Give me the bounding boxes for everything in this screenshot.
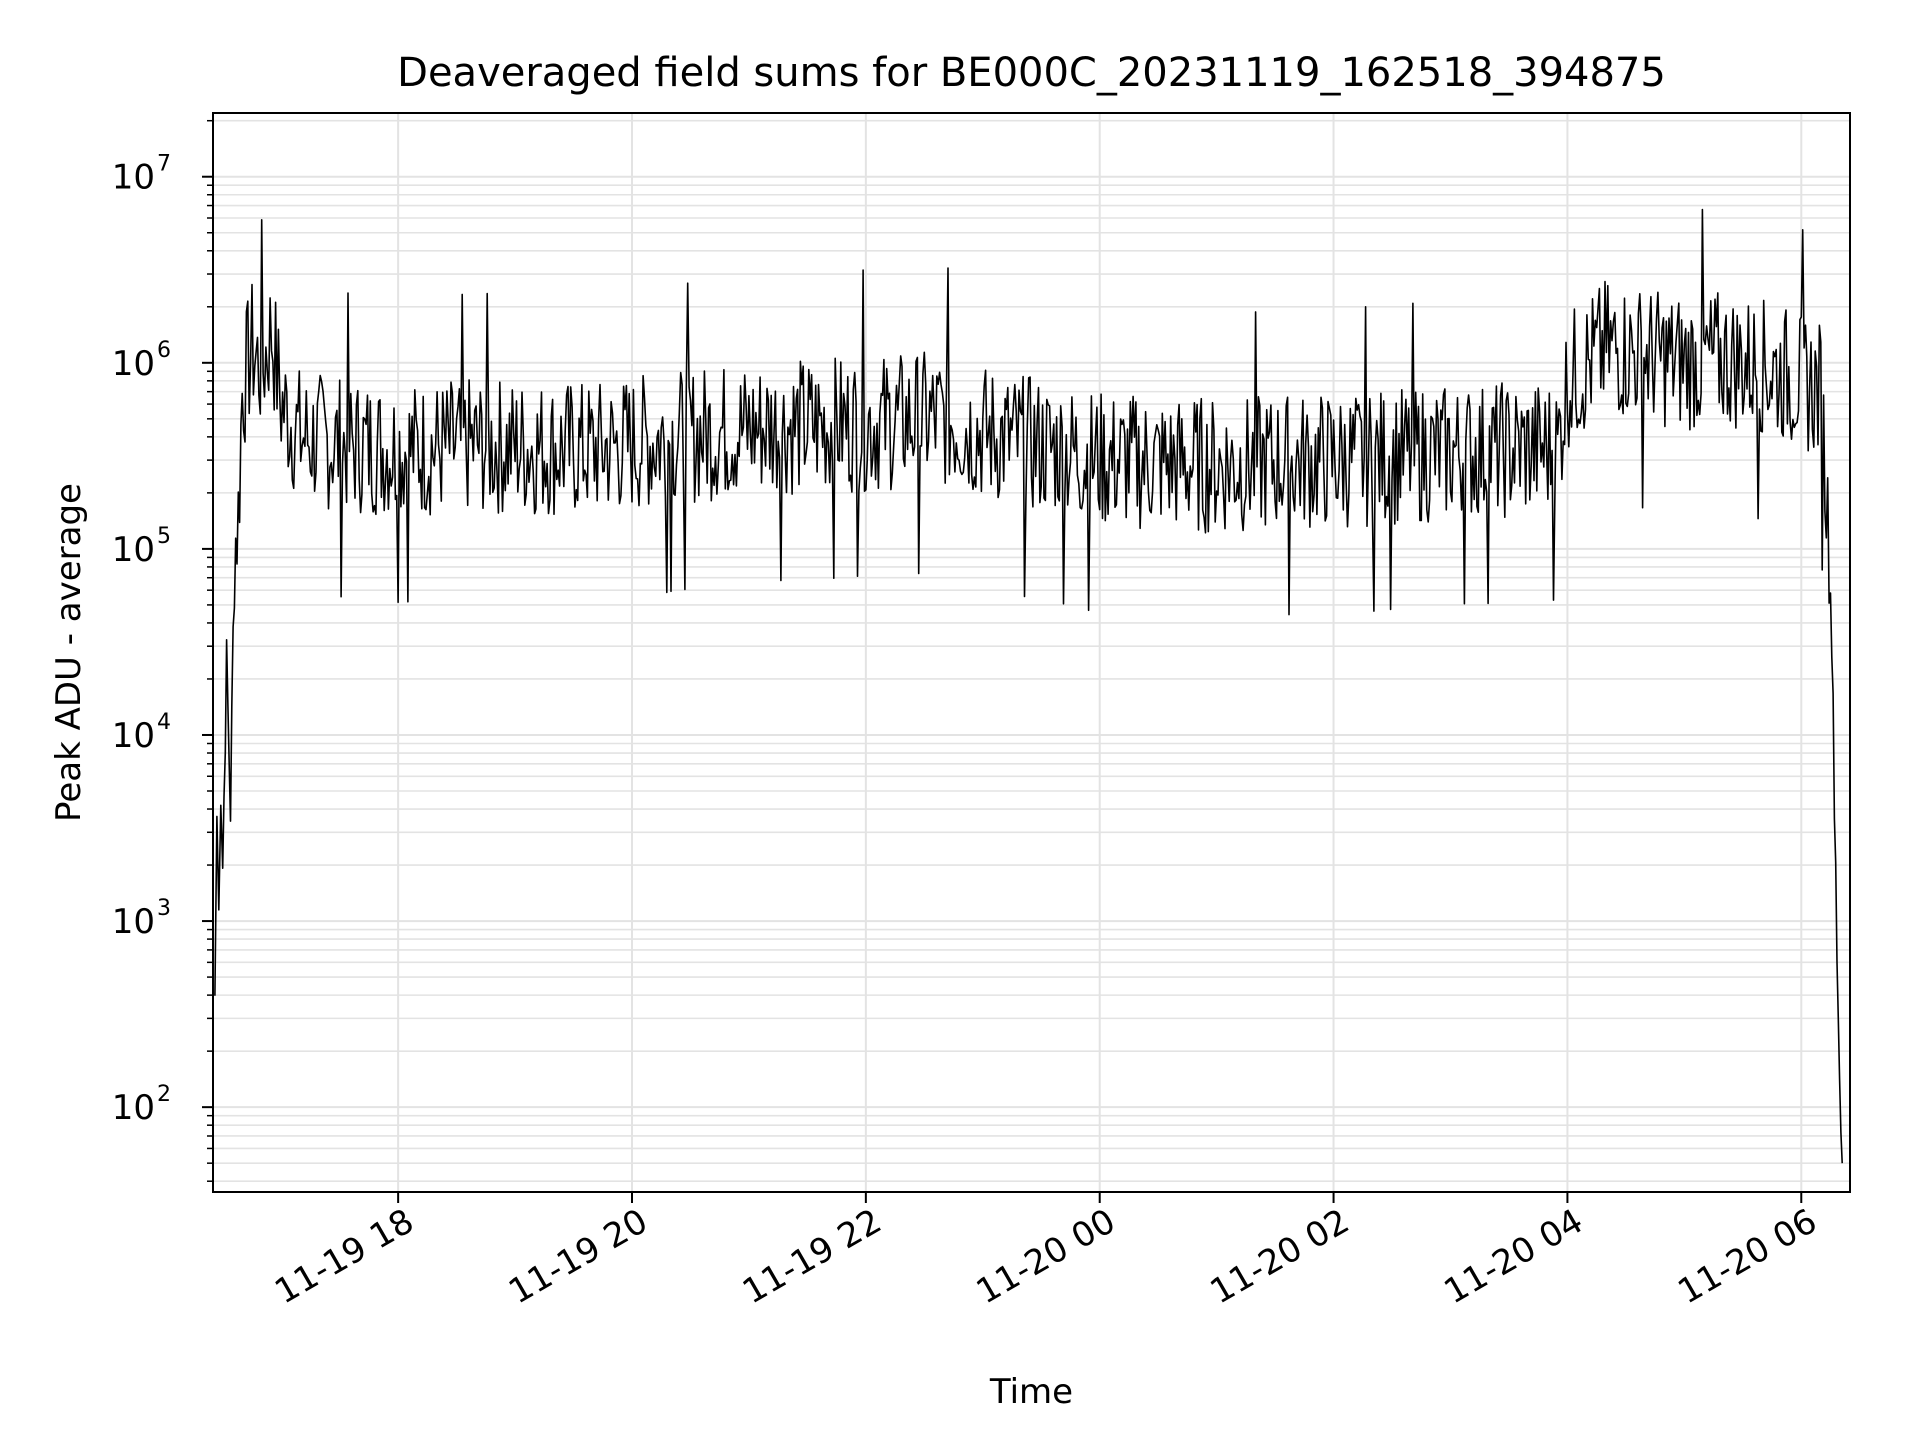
- y-tick-exponent: 2: [157, 1082, 171, 1107]
- series-line-layer: [214, 208, 1843, 1164]
- y-tick-base: 10: [112, 158, 155, 198]
- y-tick-base: 10: [112, 344, 155, 384]
- y-tick-base: 10: [112, 902, 155, 942]
- y-tick-label: 10: [112, 902, 155, 942]
- y-tick-exponent: 4: [157, 710, 171, 735]
- y-tick-label: 10: [112, 530, 155, 570]
- y-tick-label: 10: [112, 716, 155, 756]
- y-tick-base: 10: [112, 716, 155, 756]
- y-tick-label: 10: [112, 344, 155, 384]
- y-tick-label: 10: [112, 1088, 155, 1128]
- y-tick-exponent: 3: [157, 896, 171, 921]
- x-axis-title: Time: [989, 1372, 1073, 1412]
- y-tick-exponent: 7: [157, 152, 171, 177]
- y-axis-title: Peak ADU - average: [49, 483, 89, 822]
- y-tick-base: 10: [112, 530, 155, 570]
- y-tick-exponent: 5: [157, 524, 171, 549]
- series-line: [214, 208, 1843, 1164]
- chart-title: Deaveraged field sums for BE000C_2023111…: [397, 50, 1666, 96]
- y-tick-exponent: 6: [157, 338, 171, 363]
- plot-frame: [212, 112, 1851, 1193]
- y-tick-base: 10: [112, 1088, 155, 1128]
- y-tick-label: 10: [112, 158, 155, 198]
